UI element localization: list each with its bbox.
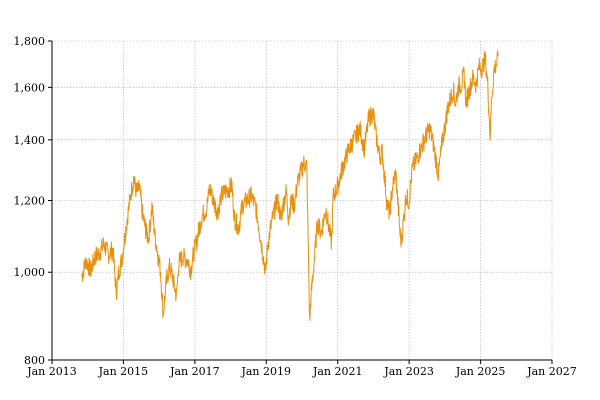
- x-tick-label: Jan 2021: [312, 365, 363, 378]
- x-tick-label: Jan 2019: [240, 365, 291, 378]
- y-tick-label: 1,600: [14, 81, 46, 94]
- y-tick-label: 800: [24, 354, 45, 367]
- series: [81, 50, 499, 322]
- y-tick-label: 1,800: [14, 35, 46, 48]
- series-line: [81, 50, 499, 322]
- x-tick-label: Jan 2025: [455, 365, 506, 378]
- grid: [51, 40, 553, 361]
- x-tick-label: Jan 2027: [526, 365, 577, 378]
- y-tick-label: 1,000: [14, 266, 46, 279]
- y-tick-label: 1,400: [14, 134, 46, 147]
- x-tick-label: Jan 2013: [26, 365, 77, 378]
- axes: [48, 40, 553, 364]
- x-tick-label: Jan 2015: [98, 365, 149, 378]
- y-tick-label: 1,200: [14, 195, 46, 208]
- x-tick-label: Jan 2017: [169, 365, 220, 378]
- x-tick-label: Jan 2023: [383, 365, 434, 378]
- tick-labels: 800 1,000 1,200 1,400 1,600 1,800 Jan 2013 Jan …: [14, 35, 577, 378]
